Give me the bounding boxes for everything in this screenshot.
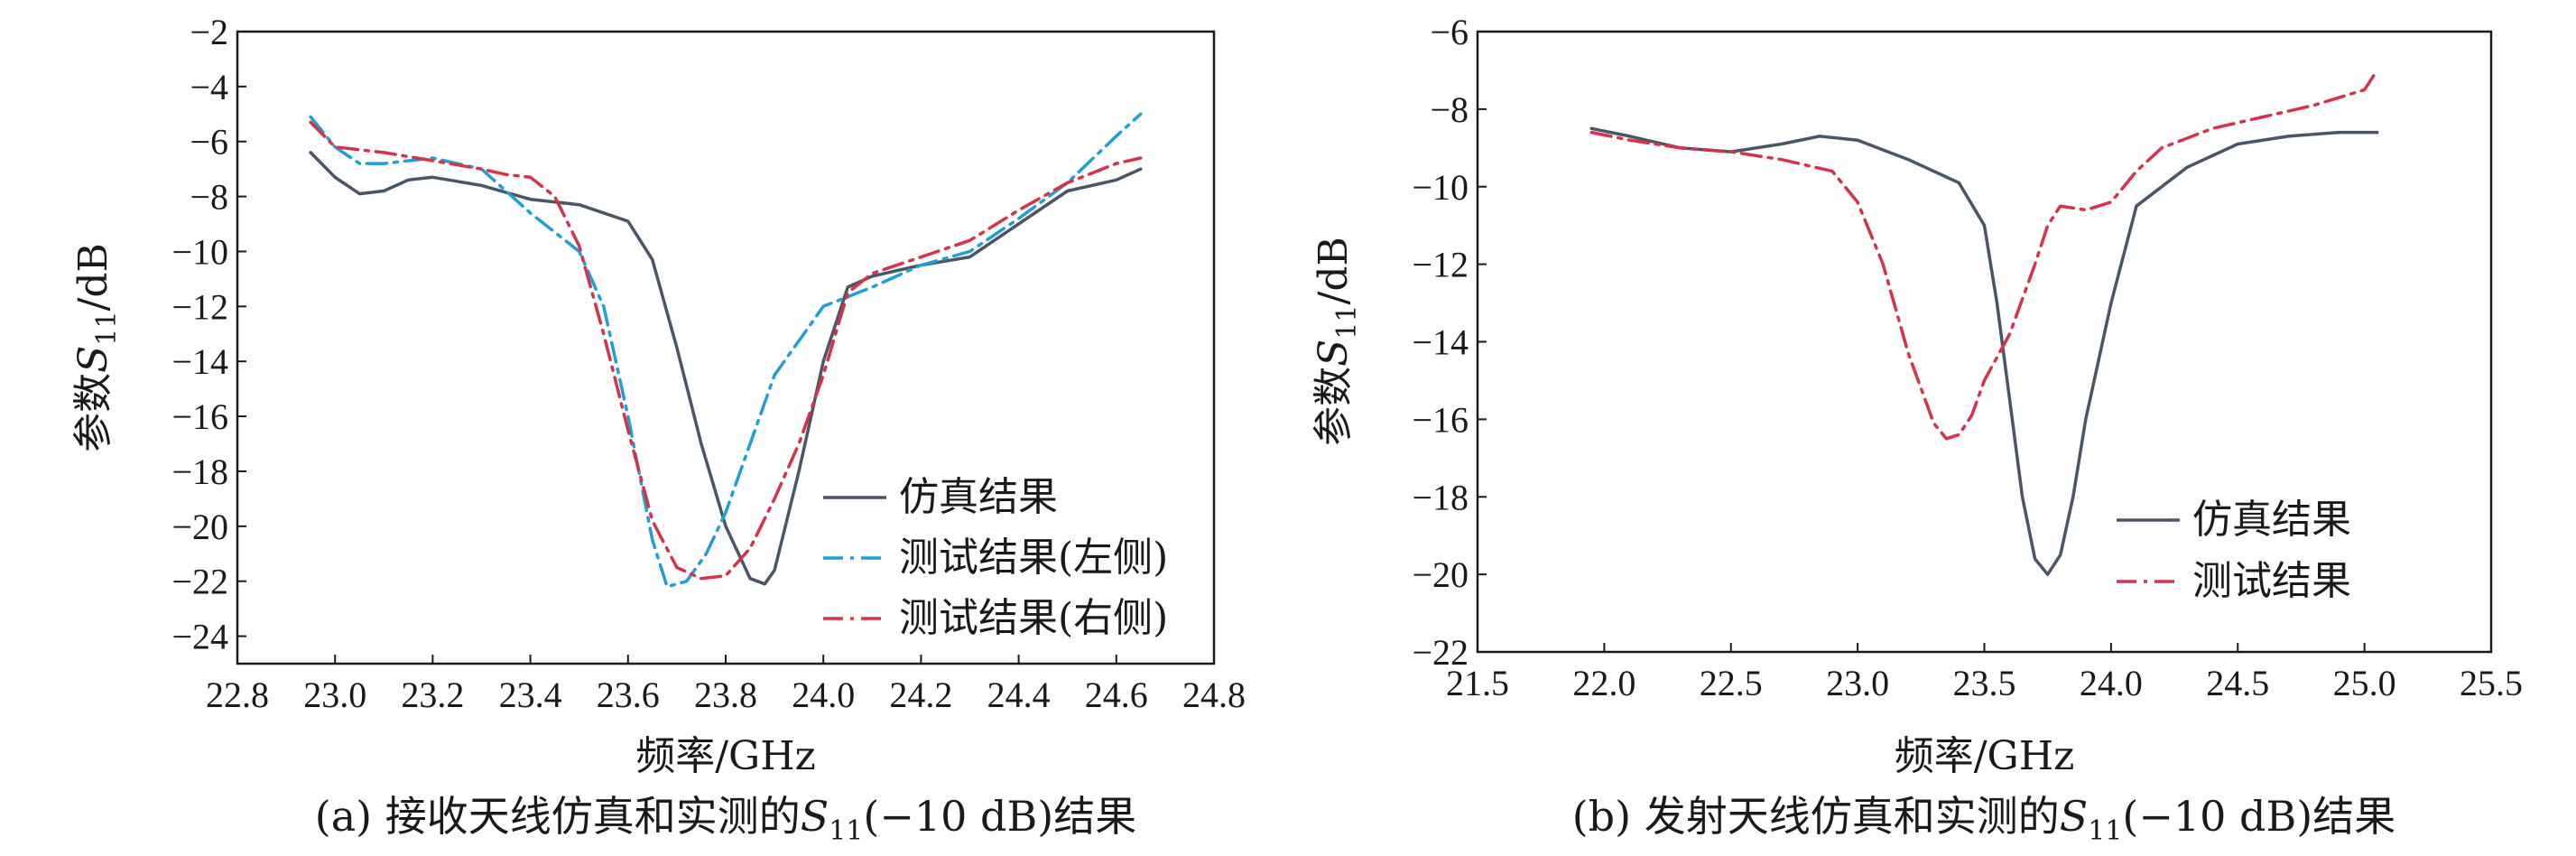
- x-tick-label: 23.8: [694, 675, 757, 715]
- y-tick-label: −4: [190, 67, 228, 107]
- y-axis-label-sub: 11: [91, 311, 123, 345]
- figure-caption: (a) 接收天线仿真和实测的S11(−10 dB)结果: [315, 792, 1137, 847]
- caption-suffix: (−10 dB)结果: [863, 792, 1136, 841]
- x-tick-label: 22.0: [1572, 663, 1635, 703]
- x-tick-label: 24.5: [2206, 663, 2269, 703]
- y-tick-label: −16: [1412, 399, 1469, 440]
- caption-sub: 11: [2088, 815, 2122, 847]
- y-tick-label: −10: [171, 231, 228, 272]
- x-tick-label: 22.8: [206, 675, 269, 715]
- x-tick-label: 24.0: [792, 675, 855, 715]
- y-tick-label: −18: [1412, 477, 1469, 517]
- y-axis-label-prefix: 参数: [70, 373, 116, 452]
- x-tick-label: 23.0: [303, 675, 366, 715]
- x-axis-label: 频率/GHz: [1895, 733, 2075, 779]
- y-tick-label: −2: [190, 12, 228, 52]
- y-tick-label: −14: [1412, 322, 1469, 363]
- legend-label-1: 仿真结果: [899, 474, 1058, 520]
- legend-label-3: 测试结果(右侧): [899, 595, 1168, 641]
- x-tick-label: 24.6: [1085, 675, 1148, 715]
- x-tick-label: 23.5: [1953, 663, 2016, 703]
- y-tick-label: −12: [1412, 245, 1469, 285]
- legend-label-1: 仿真结果: [2192, 497, 2351, 543]
- y-tick-label: −8: [190, 177, 228, 218]
- y-axis-label-prefix: 参数: [1311, 367, 1357, 446]
- x-tick-label: 24.2: [889, 675, 952, 715]
- caption-prefix: (a) 接收天线仿真和实测的: [315, 792, 801, 841]
- x-tick-label: 25.0: [2333, 663, 2396, 703]
- y-axis-label-symbol: S: [1311, 340, 1357, 367]
- caption-sub: 11: [829, 815, 863, 847]
- series-line-3: [309, 120, 1143, 581]
- y-tick-label: −8: [1430, 89, 1469, 130]
- chart-a: 22.8 23.0 23.2 23.4 23.6 23.8 24.0 24.2 24.4 24.6…: [70, 12, 1246, 847]
- x-tick-label: 21.5: [1446, 663, 1509, 703]
- y-axis-label-suffix: /dB: [1311, 237, 1357, 304]
- y-axis-label: 参数S11/dB: [1311, 237, 1363, 446]
- caption-suffix: (−10 dB)结果: [2122, 792, 2395, 841]
- y-tick-label: −14: [171, 341, 228, 382]
- series-line-2: [309, 112, 1143, 589]
- y-tick-label: −6: [1430, 12, 1469, 52]
- legend-label-2: 测试结果(左侧): [899, 535, 1168, 581]
- legend-label-2: 测试结果: [2192, 558, 2351, 604]
- y-axis-label: 参数S11/dB: [70, 243, 123, 452]
- y-tick-label: −22: [1412, 632, 1469, 673]
- caption-symbol: S: [801, 792, 829, 841]
- y-axis-label-suffix: /dB: [70, 243, 116, 311]
- series-line-1: [1589, 126, 2379, 576]
- figure-caption: (b) 发射天线仿真和实测的S11(−10 dB)结果: [1572, 792, 2396, 847]
- x-axis-label: 频率/GHz: [635, 733, 816, 779]
- y-tick-label: −10: [1412, 167, 1469, 208]
- y-tick-label: −6: [190, 122, 228, 163]
- caption-symbol: S: [2060, 792, 2089, 841]
- y-tick-label: −18: [171, 451, 228, 492]
- x-tick-label: 24.0: [2080, 663, 2143, 703]
- chart-b: 21.5 22.0 22.5 23.0 23.5 24.0 24.5 25.0 25.5 −6 −8…: [1311, 12, 2523, 847]
- y-tick-label: −24: [171, 617, 228, 657]
- x-tick-label: 24.4: [987, 675, 1051, 715]
- series-line-1: [309, 151, 1143, 586]
- x-tick-label: 24.8: [1182, 675, 1246, 715]
- x-tick-label: 22.5: [1700, 663, 1763, 703]
- series-line-2: [1589, 69, 2379, 441]
- y-axis-label-symbol: S: [70, 346, 116, 373]
- x-tick-label: 23.2: [401, 675, 464, 715]
- y-tick-label: −20: [171, 507, 228, 547]
- y-tick-label: −22: [171, 562, 228, 602]
- y-tick-label: −12: [171, 286, 228, 327]
- y-tick-label: −20: [1412, 554, 1469, 595]
- y-axis-label-sub: 11: [1331, 304, 1363, 339]
- x-tick-label: 25.5: [2460, 663, 2523, 703]
- caption-prefix: (b) 发射天线仿真和实测的: [1572, 792, 2060, 841]
- x-tick-label: 23.4: [499, 675, 562, 715]
- y-tick-label: −16: [171, 396, 228, 437]
- x-tick-label: 23.0: [1826, 663, 1889, 703]
- x-tick-label: 23.6: [597, 675, 660, 715]
